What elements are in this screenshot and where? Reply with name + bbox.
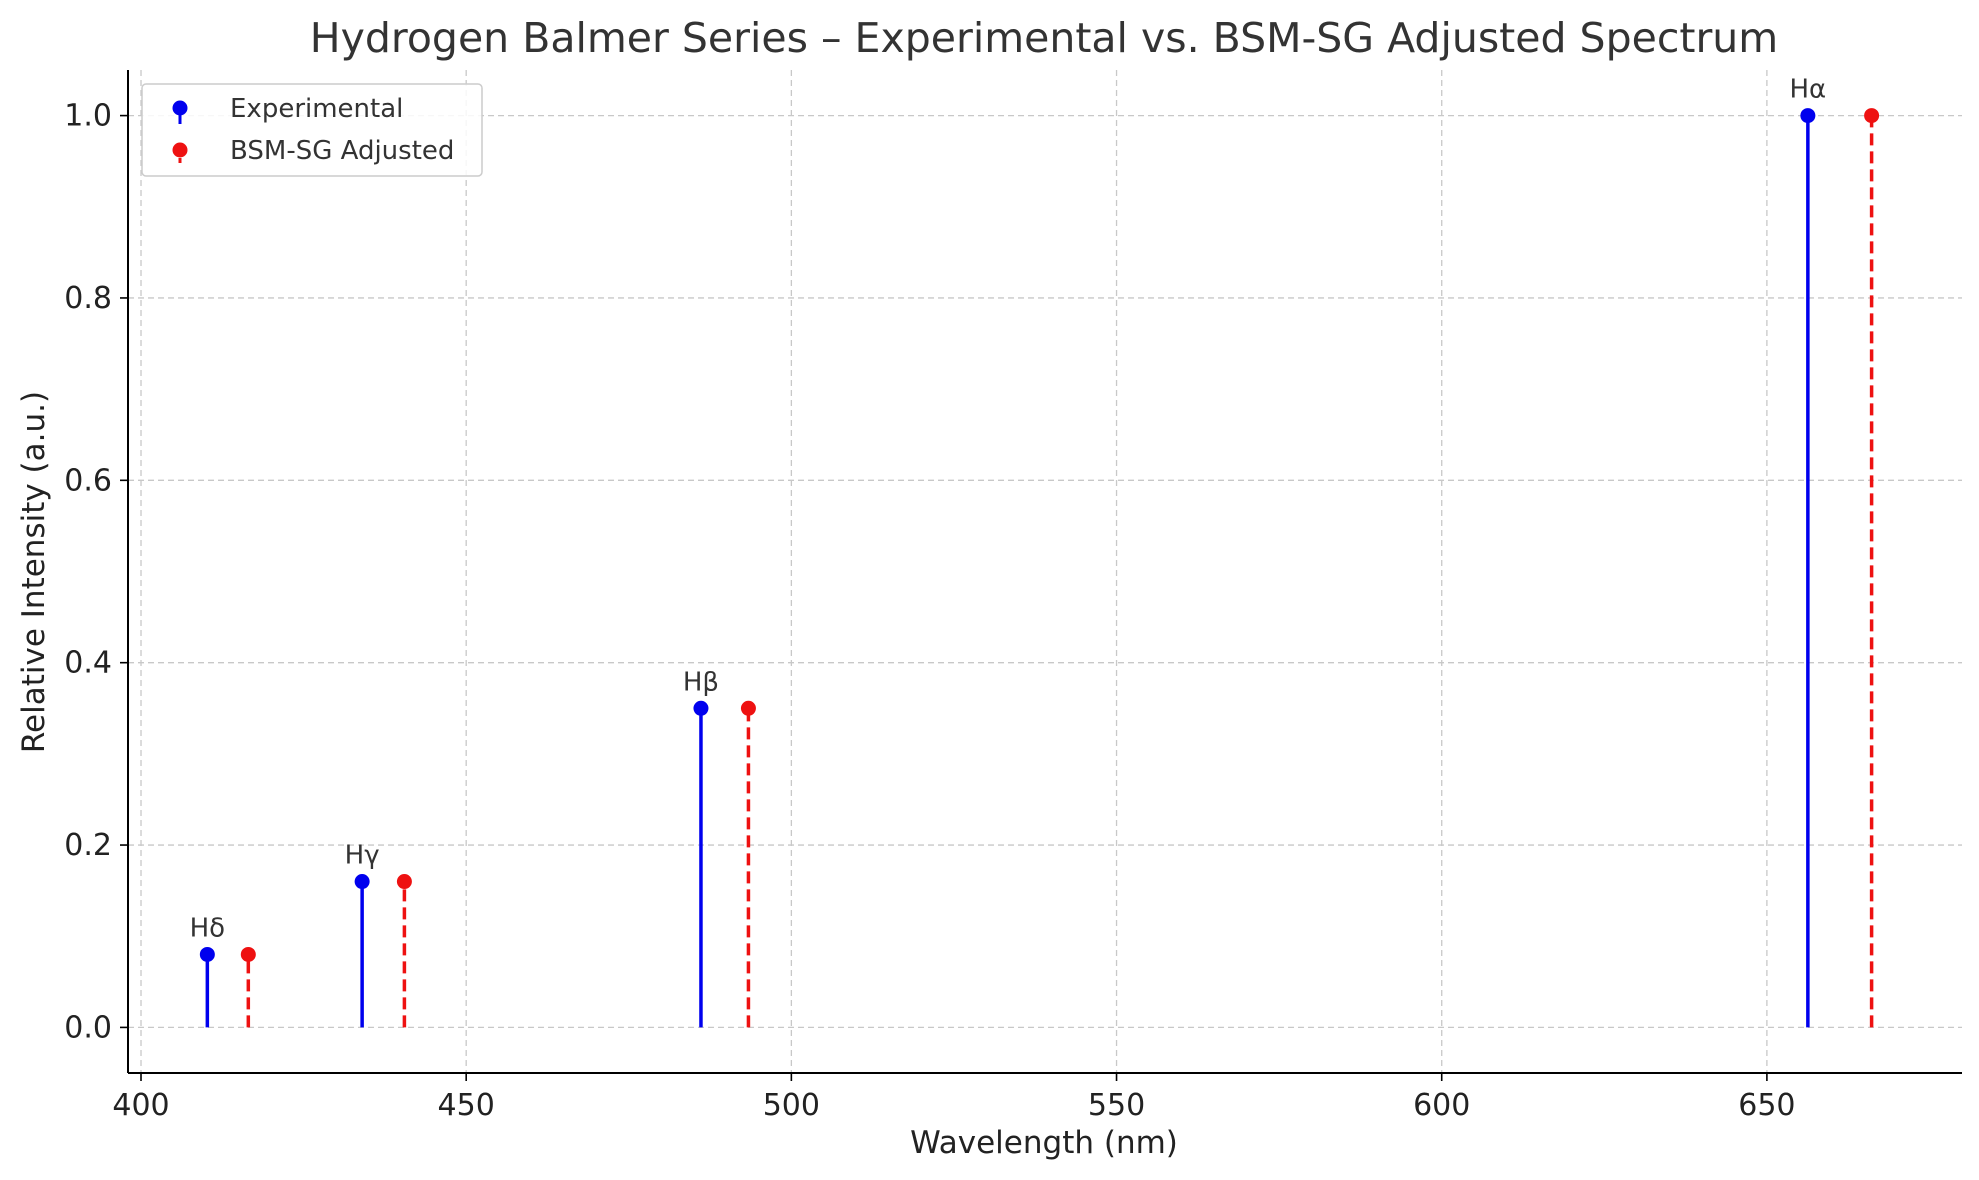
stem-marker[interactable]	[740, 700, 756, 716]
stem-marker[interactable]	[354, 874, 370, 890]
x-axis-label: Wavelength (nm)	[910, 1125, 1178, 1161]
legend-marker-swatch	[172, 142, 188, 158]
annotation-label: Hα	[1790, 75, 1827, 105]
annotation-label: Hγ	[345, 841, 380, 871]
annotation-label: Hδ	[190, 913, 225, 943]
y-tick-label: 0.8	[64, 281, 112, 316]
x-tick-label: 550	[1088, 1088, 1145, 1123]
chart-title: Hydrogen Balmer Series – Experimental vs…	[310, 14, 1778, 62]
annotation-label: Hβ	[683, 667, 719, 697]
series-experimental	[199, 108, 1816, 1028]
tick-labels: 400 450 500 550 600 650 0.0 0.2 0.4 0.6 0.8 1.0	[64, 99, 1795, 1123]
y-tick-label: 0.6	[64, 463, 112, 498]
y-tick-label: 0.0	[64, 1010, 112, 1045]
y-tick-label: 0.4	[64, 646, 112, 681]
y-tick-label: 1.0	[64, 99, 112, 134]
series-bsm-sg-adjusted	[240, 108, 1880, 1028]
y-tick-label: 0.2	[64, 828, 112, 863]
x-tick-label: 650	[1738, 1088, 1795, 1123]
stem-series	[199, 108, 1880, 1028]
legend[interactable]: Experimental BSM-SG Adjusted	[141, 83, 483, 177]
stem-marker[interactable]	[396, 874, 412, 890]
grid-lines	[128, 70, 1962, 1073]
legend-label-experimental: Experimental	[230, 94, 403, 124]
x-tick-label: 600	[1413, 1088, 1470, 1123]
legend-label-bsm-sg-adjusted: BSM-SG Adjusted	[230, 136, 454, 166]
axes	[120, 70, 1962, 1081]
stem-marker[interactable]	[1864, 108, 1880, 124]
line-annotations: Hδ Hγ Hβ Hα	[190, 75, 1827, 944]
stem-marker[interactable]	[693, 700, 709, 716]
x-tick-label: 400	[112, 1088, 169, 1123]
legend-marker-swatch	[172, 100, 188, 116]
stem-marker[interactable]	[199, 946, 215, 962]
stem-marker[interactable]	[240, 946, 256, 962]
x-tick-label: 500	[763, 1088, 820, 1123]
y-axis-label: Relative Intensity (a.u.)	[16, 391, 52, 753]
x-tick-label: 450	[438, 1088, 495, 1123]
stem-marker[interactable]	[1800, 108, 1816, 124]
legend-box	[141, 83, 483, 177]
